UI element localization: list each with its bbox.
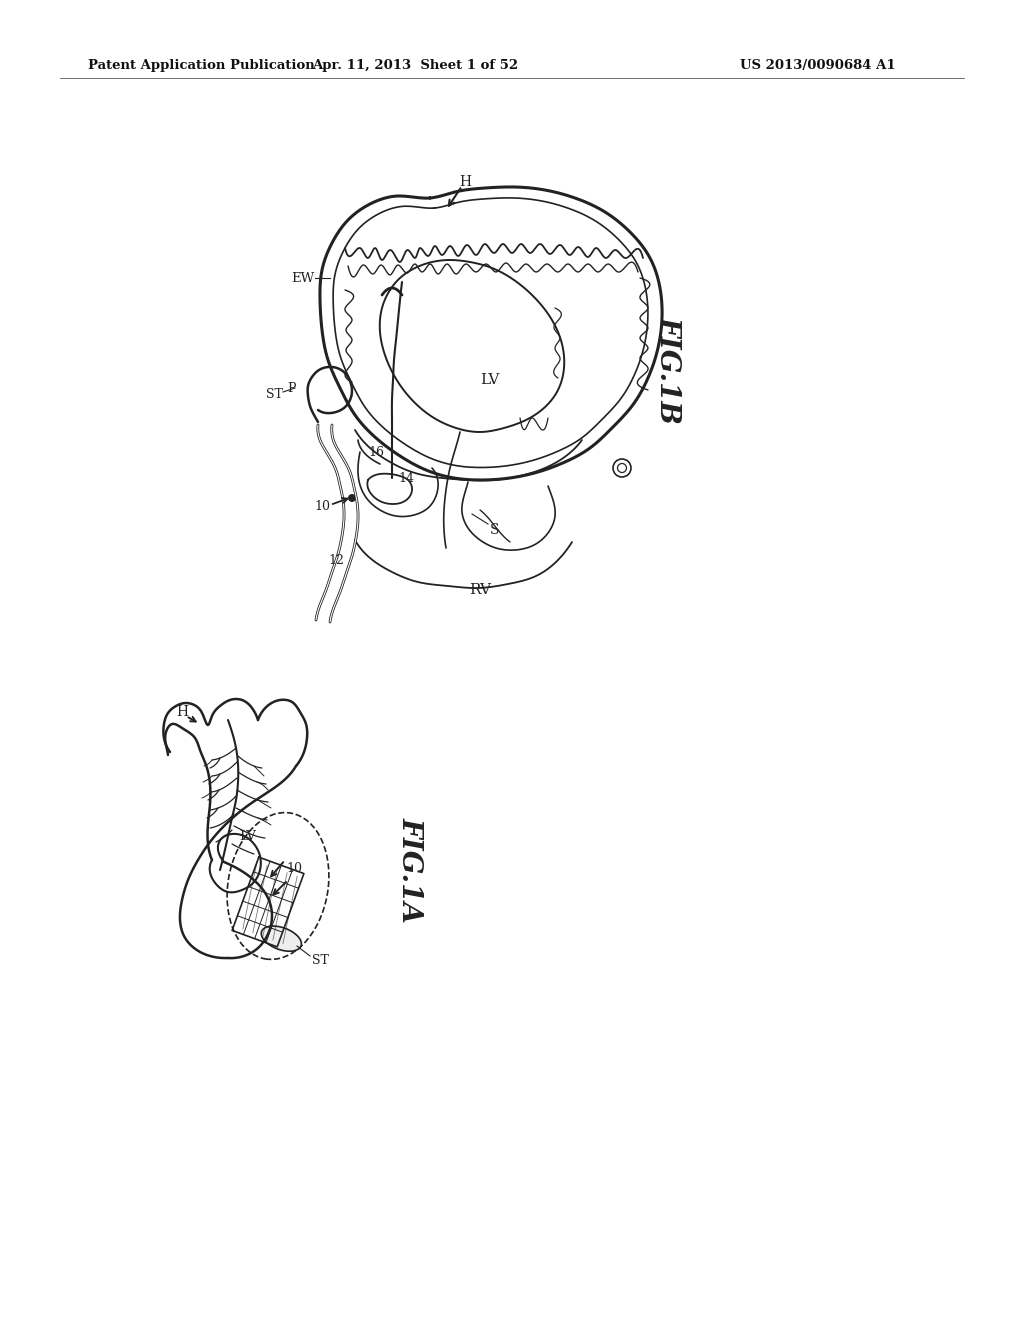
Text: ST: ST: [311, 953, 329, 966]
Text: 10: 10: [314, 499, 330, 512]
Text: H: H: [459, 176, 471, 189]
Text: H: H: [176, 705, 188, 719]
Text: 16: 16: [368, 446, 384, 458]
Ellipse shape: [261, 927, 301, 952]
Text: RV: RV: [469, 583, 490, 597]
Text: US 2013/0090684 A1: US 2013/0090684 A1: [740, 58, 896, 71]
Text: 14: 14: [398, 471, 414, 484]
Text: S: S: [490, 523, 500, 537]
Text: EW: EW: [292, 272, 314, 285]
Text: 12: 12: [328, 553, 344, 566]
Text: Apr. 11, 2013  Sheet 1 of 52: Apr. 11, 2013 Sheet 1 of 52: [312, 58, 518, 71]
Text: LV: LV: [480, 374, 500, 387]
Text: P: P: [288, 381, 296, 395]
Text: LV: LV: [240, 829, 256, 842]
Circle shape: [348, 494, 356, 502]
Text: ST: ST: [265, 388, 283, 401]
Text: FIG.1B: FIG.1B: [654, 315, 682, 424]
Text: Patent Application Publication: Patent Application Publication: [88, 58, 314, 71]
Text: 10: 10: [286, 862, 302, 874]
Text: FIG.1A: FIG.1A: [396, 817, 424, 923]
